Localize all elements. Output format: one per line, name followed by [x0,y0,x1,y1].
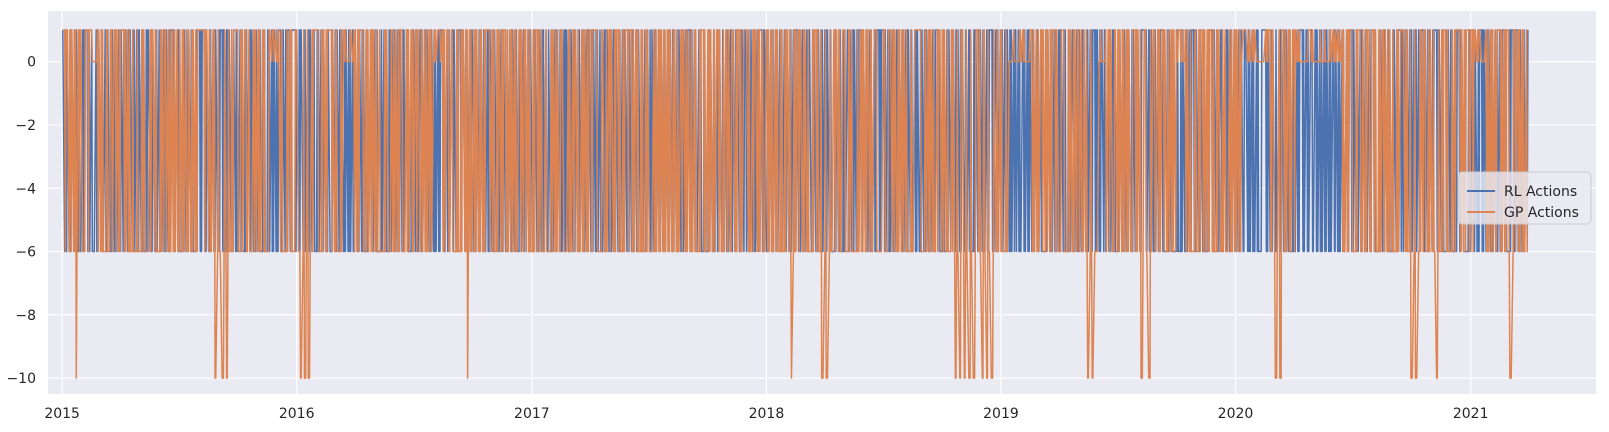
x-tick-label: 2018 [749,406,785,422]
legend-label-gp: GP Actions [1504,205,1579,221]
y-tick-label: 0 [27,55,36,71]
y-tick-label: −2 [15,118,36,134]
legend: RL Actions GP Actions [1457,171,1592,225]
x-tick-label: 2020 [1218,406,1254,422]
x-tick-label: 2021 [1453,406,1489,422]
x-tick-label: 2016 [279,406,315,422]
x-axis-ticks: 2015 2016 2017 2018 2019 2020 2021 [44,406,1488,422]
y-axis-ticks: 0 −2 −4 −6 −8 −10 [6,55,36,388]
y-tick-label: −10 [6,371,36,387]
y-tick-label: −8 [15,308,36,324]
legend-label-rl: RL Actions [1504,184,1577,200]
y-tick-label: −4 [15,181,36,197]
x-tick-label: 2015 [44,406,80,422]
x-tick-label: 2017 [514,406,550,422]
y-tick-label: −6 [15,245,36,261]
series-lines [62,29,1529,379]
x-tick-label: 2019 [983,406,1019,422]
series-line-gp-actions [62,29,1528,379]
